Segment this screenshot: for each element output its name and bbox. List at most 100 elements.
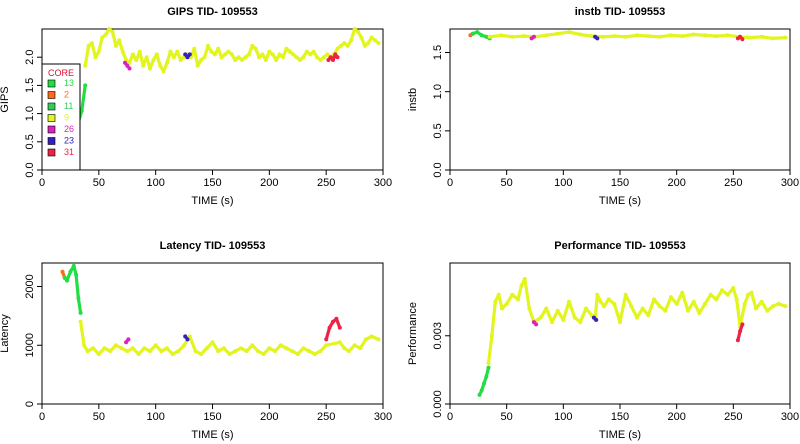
legend-label: 11: [64, 101, 73, 111]
gips-series-9-point: [376, 41, 381, 46]
performance-series-9-point: [561, 317, 566, 322]
performance-series-9-point: [771, 304, 775, 309]
gips-series-9-point: [338, 43, 343, 48]
performance-series-9-point: [489, 333, 494, 338]
gips-series-9-point: [192, 46, 197, 51]
performance-series-9-point: [510, 292, 515, 297]
gips-series-9-line: [83, 27, 381, 73]
gips-series-26-point: [127, 66, 132, 71]
instb-series-9-point: [783, 35, 788, 40]
latency-panel: Latency TID- 109553 0 50 100 150 200 250 300 TIM…: [0, 240, 392, 441]
gips-series-9-point: [291, 52, 296, 57]
gips-series-9-point: [270, 52, 275, 57]
latency-series-9-point: [125, 349, 130, 354]
legend-label: 13: [64, 78, 74, 88]
latency-series-9-point: [318, 349, 323, 354]
gips-series-9-point: [209, 49, 214, 54]
gips-series-9-point: [83, 63, 88, 68]
gips-x-tick-label: 300: [374, 177, 392, 189]
latency-series-9-point: [102, 346, 107, 351]
latency-series-9-point: [130, 346, 135, 351]
gips-series-9-point: [318, 58, 323, 62]
latency-y-tick-label: 2000: [24, 274, 36, 298]
gips-series-9-point: [366, 41, 371, 46]
performance-series-9-point: [708, 292, 713, 297]
performance-series-9-point: [578, 320, 583, 325]
instb-panel: instb TID- 109553 0 50 100 150 200 250 300 TIME …: [407, 6, 799, 207]
performance-series-13-point: [479, 388, 484, 393]
performance-series-9-point: [680, 290, 685, 295]
instb-series-9-point: [601, 34, 605, 39]
gips-series-9-point: [233, 58, 238, 62]
instb-x-tick-label: 0: [447, 177, 453, 189]
gips-series-26-point: [123, 60, 127, 65]
legend-swatch: [47, 102, 56, 111]
gips-series-9-point: [161, 69, 166, 74]
gips-series-9-point: [206, 43, 210, 48]
gips-series-9-point: [219, 55, 224, 60]
latency-series-9-point: [369, 334, 374, 339]
legend-label: 2: [64, 90, 69, 100]
gips-series-31-point: [335, 55, 340, 60]
legend-swatch: [47, 148, 56, 157]
gips-series-9-point: [113, 43, 118, 48]
instb-series-31-point: [740, 37, 745, 42]
latency-series-2-point: [60, 269, 65, 274]
performance-series-31-point: [738, 329, 743, 334]
latency-series-9-point: [358, 346, 363, 351]
latency-y-tick-label: 0: [24, 401, 36, 407]
gips-series-9-point: [195, 63, 200, 68]
gips-series-9-point: [308, 52, 313, 57]
latency-series-13-point: [68, 269, 73, 274]
gips-series-9-point: [151, 58, 156, 62]
gips-series-9-point: [86, 43, 91, 48]
latency-series-9-point: [278, 343, 283, 348]
latency-series-9-point: [233, 349, 238, 354]
latency-series-9-point: [312, 352, 317, 357]
latency-series-9-point: [82, 343, 87, 348]
latency-series-31-point: [331, 319, 335, 324]
gips-series-9-point: [284, 46, 289, 51]
latency-series-9-point: [284, 346, 289, 351]
legend-label: 23: [64, 136, 74, 146]
performance-title: Performance TID- 109553: [554, 240, 685, 252]
performance-y-tick-label: 0.003: [432, 322, 444, 350]
latency-series-9-point: [244, 349, 249, 354]
performance-series-9-point: [572, 315, 577, 320]
instb-series-9-point: [544, 33, 549, 38]
gips-series-9-point: [100, 35, 105, 40]
gips-y-axis-label: GIPS: [0, 86, 11, 112]
gips-series-9-point: [260, 52, 265, 57]
gips-series-9-point: [216, 46, 221, 51]
performance-x-tick-label: 300: [781, 411, 799, 423]
instb-series-9-point: [499, 33, 503, 38]
gips-series-9-point: [141, 63, 146, 68]
instb-series-9-point: [635, 33, 639, 38]
gips-series-9-point: [267, 49, 272, 54]
performance-series-9-point: [776, 301, 781, 306]
performance-series-9-point: [504, 301, 509, 306]
latency-series-9-point: [324, 343, 329, 348]
latency-x-tick-label: 0: [39, 411, 45, 423]
performance-series-9-point: [731, 286, 736, 290]
gips-series-9-point: [356, 29, 360, 34]
gips-x-axis-label: TIME (s): [191, 195, 233, 207]
latency-series-9-point: [267, 346, 272, 351]
gips-series-26-point: [125, 63, 130, 68]
performance-series-13-point: [482, 381, 486, 386]
performance-series-9-point: [555, 308, 560, 313]
gips-x-tick-label: 250: [317, 177, 335, 189]
gips-series-9-point: [199, 58, 204, 62]
instb-x-tick-label: 300: [781, 177, 799, 189]
latency-series-9-point: [136, 352, 141, 357]
gips-series-9-point: [165, 60, 169, 65]
legend-title: CORE: [48, 68, 74, 78]
gips-series-9-point: [281, 55, 285, 60]
performance-series-31-point: [740, 322, 745, 327]
gips-series-9-point: [107, 27, 112, 31]
gips-series-9-point: [274, 58, 279, 62]
instb-series-9-point: [612, 34, 617, 39]
legend-swatch: [47, 79, 56, 88]
instb-series-23-point: [595, 36, 600, 41]
instb-series-9-point: [589, 34, 594, 39]
